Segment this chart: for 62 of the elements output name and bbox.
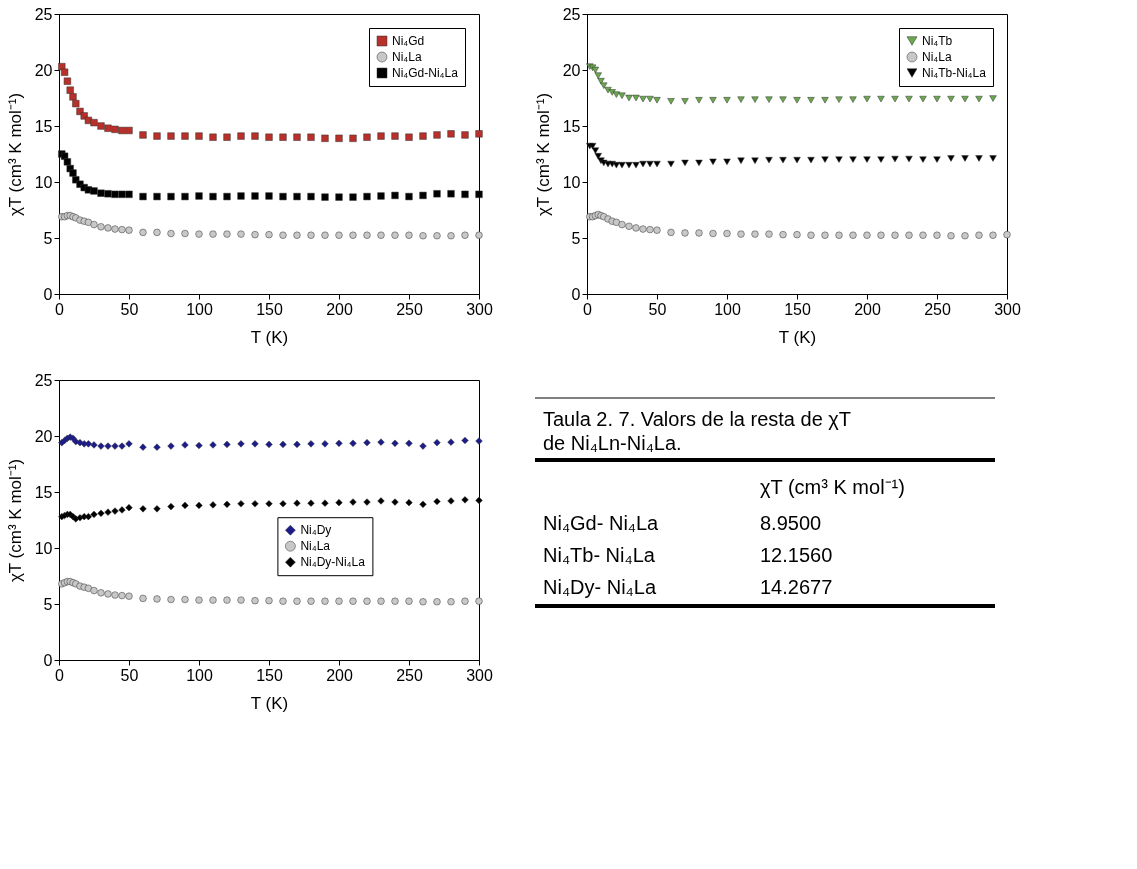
x-tick-label: 150 bbox=[784, 300, 811, 318]
x-tick-label: 50 bbox=[120, 666, 139, 684]
x-tick-label: 250 bbox=[924, 300, 951, 318]
legend-label: Ni₄Gd bbox=[392, 34, 425, 48]
legend-label: Ni₄La bbox=[922, 50, 952, 64]
x-tick-label: 150 bbox=[256, 300, 283, 318]
x-tick-label: 300 bbox=[466, 666, 493, 684]
x-axis-title: T (K) bbox=[250, 327, 289, 347]
y-tick-label: 10 bbox=[34, 173, 53, 191]
y-tick-label: 0 bbox=[43, 651, 53, 669]
legend-label: Ni₄Tb-Ni₄La bbox=[922, 66, 987, 80]
y-tick-label: 15 bbox=[34, 483, 53, 501]
y-tick-label: 0 bbox=[571, 285, 581, 303]
legend-label: Ni₄Tb bbox=[922, 34, 953, 48]
y-tick-label: 10 bbox=[34, 539, 53, 557]
y-tick-label: 0 bbox=[43, 285, 53, 303]
x-tick-label: 200 bbox=[326, 666, 353, 684]
y-axis-title: χT (cm³ K mol⁻¹) bbox=[533, 92, 553, 217]
y-tick-label: 25 bbox=[34, 371, 53, 389]
y-axis-title: χT (cm³ K mol⁻¹) bbox=[5, 92, 25, 217]
x-tick-label: 50 bbox=[120, 300, 139, 318]
x-tick-label: 300 bbox=[994, 300, 1021, 318]
text: χT (cm³ K mol⁻¹) bbox=[760, 476, 905, 498]
y-tick-label: 20 bbox=[34, 427, 53, 445]
x-tick-label: 50 bbox=[648, 300, 667, 318]
y-tick-label: 20 bbox=[562, 61, 581, 79]
x-tick-label: 200 bbox=[326, 300, 353, 318]
y-tick-label: 5 bbox=[571, 229, 581, 247]
text: 14.2677 bbox=[760, 576, 833, 598]
y-tick-label: 20 bbox=[34, 61, 53, 79]
text: 12.1560 bbox=[760, 544, 833, 566]
x-axis-title: T (K) bbox=[778, 327, 817, 347]
x-tick-label: 100 bbox=[186, 300, 213, 318]
x-axis-title: T (K) bbox=[250, 693, 289, 713]
legend-label: Ni₄La bbox=[392, 50, 422, 64]
x-tick-label: 250 bbox=[396, 300, 423, 318]
y-tick-label: 15 bbox=[34, 117, 53, 135]
y-axis-title: χT (cm³ K mol⁻¹) bbox=[5, 458, 25, 583]
category-label: Ni₄Gd- Ni₄La bbox=[543, 512, 660, 534]
y-tick-label: 25 bbox=[34, 5, 53, 23]
y-tick-label: 15 bbox=[562, 117, 581, 135]
y-tick-label: 5 bbox=[43, 229, 53, 247]
x-tick-label: 100 bbox=[186, 666, 213, 684]
category-label: Ni₄Dy- Ni₄La bbox=[543, 576, 657, 598]
legend-label: Ni₄Dy-Ni₄La bbox=[300, 555, 366, 570]
y-tick-label: 5 bbox=[43, 595, 53, 613]
x-tick-label: 0 bbox=[55, 666, 65, 684]
category-label: Ni₄Tb- Ni₄La bbox=[543, 544, 656, 566]
x-tick-label: 300 bbox=[466, 300, 493, 318]
y-tick-label: 25 bbox=[562, 5, 581, 23]
x-tick-label: 150 bbox=[256, 666, 283, 684]
x-tick-label: 250 bbox=[396, 666, 423, 684]
x-tick-label: 0 bbox=[583, 300, 593, 318]
x-tick-label: 0 bbox=[55, 300, 65, 318]
x-tick-label: 200 bbox=[854, 300, 881, 318]
legend-label: Ni₄La bbox=[300, 539, 331, 554]
y-tick-label: 10 bbox=[562, 173, 581, 191]
legend-label: Ni₄Dy bbox=[300, 523, 332, 538]
text: Taula 2. 7. Valors de la resta de χT de Ni₄Ln-Ni₄La. bbox=[543, 408, 852, 454]
legend-label: Ni₄Gd-Ni₄La bbox=[392, 66, 459, 80]
text: 8.9500 bbox=[760, 512, 822, 534]
x-tick-label: 100 bbox=[714, 300, 741, 318]
